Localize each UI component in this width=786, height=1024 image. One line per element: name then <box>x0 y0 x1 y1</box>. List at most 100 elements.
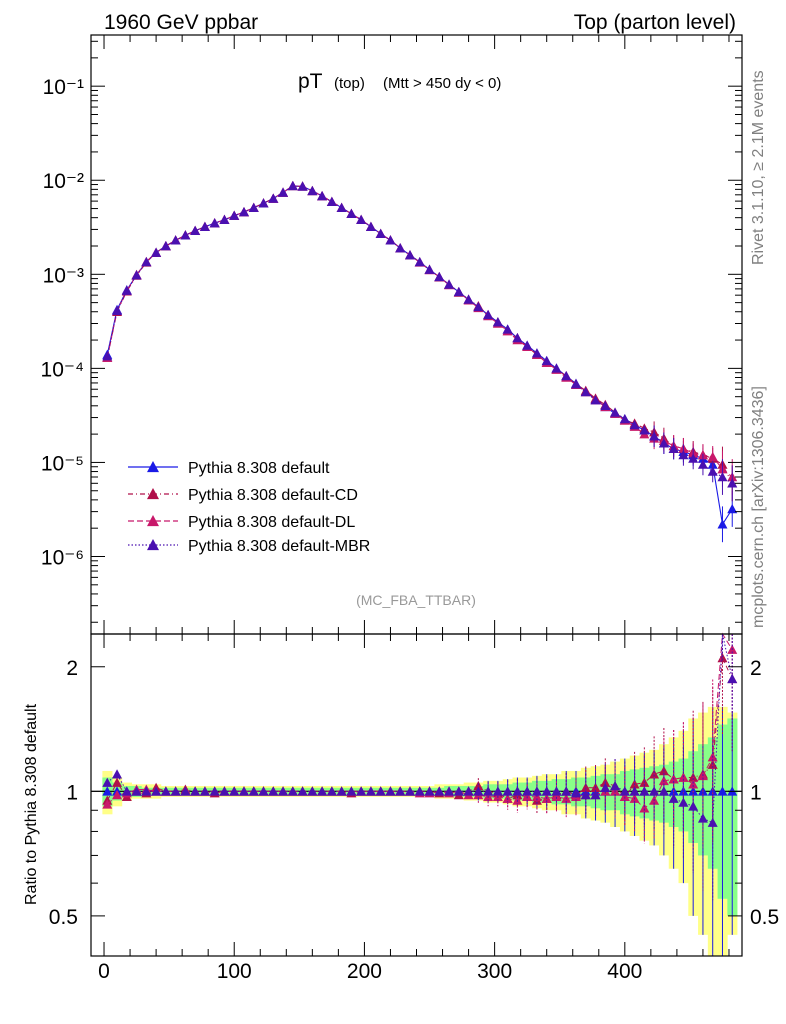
data-point <box>580 387 591 397</box>
data-point <box>336 202 347 212</box>
data-point <box>385 235 396 245</box>
plot-title-sub2: (Mtt > 450 dy < 0) <box>383 75 501 92</box>
data-point <box>483 309 494 320</box>
plot-title-main: pT <box>298 70 323 93</box>
data-point <box>610 407 621 417</box>
data-point <box>307 185 318 196</box>
data-point <box>356 786 367 796</box>
data-point <box>434 271 445 282</box>
legend-marker <box>147 539 159 551</box>
data-point <box>209 218 220 228</box>
data-point <box>639 786 650 796</box>
x-tick-label: 400 <box>607 960 642 983</box>
data-point <box>444 786 455 796</box>
data-point <box>619 786 630 796</box>
data-point <box>678 449 689 460</box>
data-point <box>102 786 113 796</box>
ratio-y-tick-label-right: 0.5 <box>750 906 779 929</box>
data-point <box>727 673 738 684</box>
data-point <box>629 786 640 796</box>
data-point <box>102 799 113 809</box>
data-point <box>287 786 298 796</box>
data-point <box>258 786 269 796</box>
main-plot-area <box>102 180 738 543</box>
data-point <box>688 453 699 463</box>
y-tick-label: 10⁻³ <box>43 264 84 287</box>
main-axis-ticks: 10⁻¹ 10⁻² 10⁻³ 10⁻⁴ 10⁻⁵ 10⁻⁶ <box>41 35 742 634</box>
data-point <box>229 786 240 796</box>
data-point <box>180 786 191 796</box>
data-point <box>278 786 289 796</box>
data-point <box>112 305 123 315</box>
data-point <box>551 363 562 373</box>
data-point <box>453 286 464 297</box>
data-point <box>248 202 259 212</box>
data-point <box>404 250 415 260</box>
data-point <box>492 786 503 796</box>
data-point <box>649 786 660 796</box>
data-point <box>697 459 708 469</box>
data-point <box>414 257 425 267</box>
ratio-plot-area <box>91 632 742 956</box>
data-point <box>121 285 132 295</box>
legend-label: Pythia 8.308 default <box>188 460 330 477</box>
data-point <box>473 301 484 312</box>
ratio-y-tick-label-right: 1 <box>750 781 762 804</box>
data-point <box>190 225 201 236</box>
data-point <box>112 777 123 787</box>
data-point <box>639 803 650 813</box>
data-point <box>102 351 113 361</box>
data-point <box>580 789 591 800</box>
data-point <box>346 208 357 219</box>
data-point <box>522 340 533 350</box>
data-point <box>649 431 660 441</box>
ratio-panel: 0.5 0.5 1 1 2 2 0 100 200 300 400 Ratio to Pythia … <box>23 632 779 983</box>
data-point <box>268 786 279 796</box>
data-point <box>668 443 679 453</box>
data-point <box>512 333 523 343</box>
ratio-y-axis-label: Ratio to Pythia 8.308 default <box>23 703 40 905</box>
ratio-y-tick-label-left: 0.5 <box>49 906 78 929</box>
ratio-series-mbr <box>102 633 738 901</box>
data-point <box>258 198 269 208</box>
data-point <box>522 786 533 796</box>
data-point <box>141 786 152 796</box>
data-point <box>180 230 191 240</box>
data-point <box>102 777 113 787</box>
y-tick-label: 10⁻⁶ <box>41 546 84 569</box>
data-point <box>356 214 367 225</box>
y-tick-label: 10⁻⁵ <box>41 452 84 475</box>
data-point <box>580 782 591 793</box>
legend-marker <box>147 461 159 473</box>
data-point <box>590 789 601 800</box>
legend-item-default: Pythia 8.308 default <box>128 460 330 477</box>
data-point <box>444 279 455 289</box>
uncertainty-band-yellow <box>102 706 738 956</box>
data-point <box>619 413 630 424</box>
data-point <box>131 786 142 796</box>
data-point <box>190 786 201 796</box>
data-point <box>502 324 513 334</box>
data-point <box>590 395 601 405</box>
data-point <box>112 789 123 800</box>
data-point <box>668 793 679 803</box>
series-cd <box>102 180 738 502</box>
data-point <box>395 243 406 253</box>
data-point <box>688 786 699 796</box>
data-point <box>414 786 425 796</box>
data-point <box>434 786 445 796</box>
data-point <box>483 786 494 796</box>
data-point <box>238 786 249 796</box>
legend-marker <box>147 488 159 500</box>
x-tick-label: 100 <box>217 960 252 983</box>
data-point <box>678 797 689 807</box>
data-point <box>365 786 376 796</box>
data-point <box>551 791 562 802</box>
main-panel: 10⁻¹ 10⁻² 10⁻³ 10⁻⁴ 10⁻⁵ 10⁻⁶ pT (top) (Mtt >… <box>41 34 743 635</box>
y-tick-label: 10⁻¹ <box>43 76 84 99</box>
data-point <box>404 786 415 796</box>
data-point <box>541 355 552 366</box>
data-point <box>375 228 386 238</box>
data-point <box>717 786 728 796</box>
data-point <box>570 379 581 389</box>
